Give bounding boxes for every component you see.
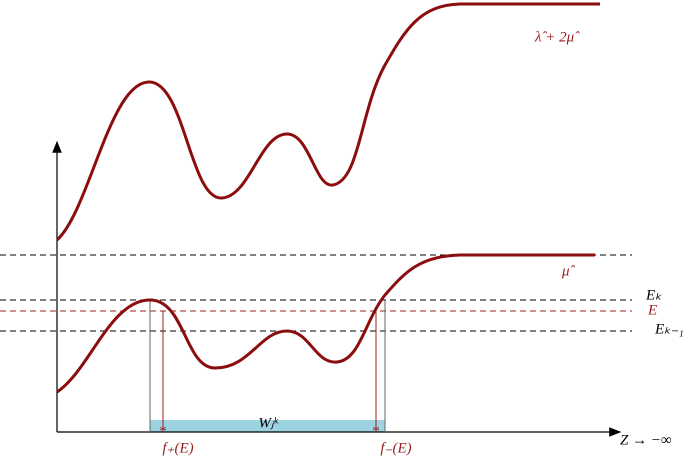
lower-curve <box>56 253 595 394</box>
point-label: f₊(E) <box>162 440 193 456</box>
curve-label: λ̂ + 2μ̂ <box>534 29 580 45</box>
point-label: f₋(E) <box>380 440 411 456</box>
level-label: Eₖ <box>645 287 662 303</box>
level-label: Eₖ₋₁ <box>654 321 684 337</box>
curve-label: μ̂ <box>561 263 576 279</box>
level-label: E <box>647 302 657 318</box>
star: * <box>159 423 167 439</box>
star: * <box>372 423 380 439</box>
window-band <box>150 420 385 432</box>
window-label: Wⱼᵏ <box>258 415 278 431</box>
axis-label: Z → −∞ <box>620 432 672 448</box>
upper-curve <box>55 2 600 242</box>
